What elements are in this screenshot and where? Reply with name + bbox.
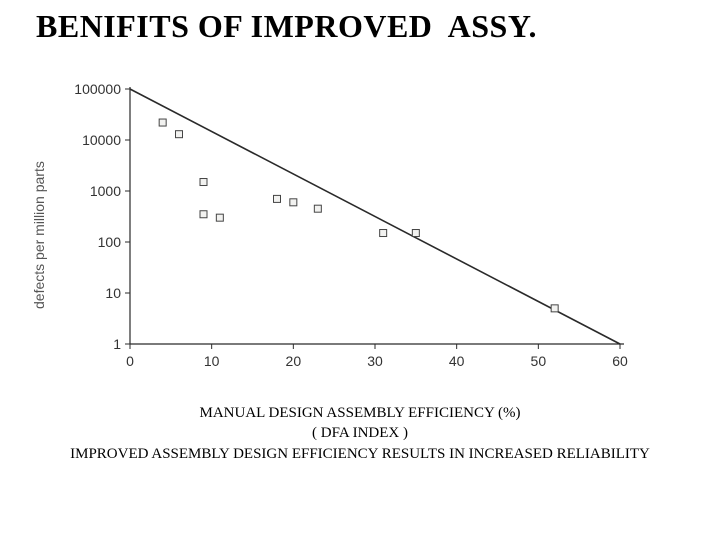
data-point: [314, 205, 321, 212]
x-tick-label: 30: [367, 353, 383, 369]
plot-bg: [70, 79, 630, 379]
scatter-chart: defects per million parts 01020304050601…: [70, 79, 630, 379]
caption-line-2: ( DFA INDEX ): [0, 423, 720, 443]
data-point: [216, 214, 223, 221]
data-point: [200, 211, 207, 218]
y-tick-label: 100000: [74, 81, 121, 97]
x-tick-label: 20: [286, 353, 302, 369]
page-title: BENIFITS OF IMPROVED ASSY.: [0, 8, 720, 45]
data-point: [551, 305, 558, 312]
data-point: [380, 230, 387, 237]
y-axis-label-text: defects per million parts: [31, 161, 47, 309]
data-point: [176, 131, 183, 138]
x-tick-label: 0: [126, 353, 134, 369]
y-tick-label: 1000: [90, 183, 121, 199]
page: BENIFITS OF IMPROVED ASSY. defects per m…: [0, 0, 720, 540]
x-tick-label: 40: [449, 353, 465, 369]
y-axis-label: defects per million parts: [31, 161, 49, 309]
data-point: [200, 179, 207, 186]
x-tick-label: 10: [204, 353, 220, 369]
x-tick-label: 60: [612, 353, 628, 369]
data-point: [290, 199, 297, 206]
y-tick-label: 10000: [82, 132, 121, 148]
data-point: [159, 119, 166, 126]
y-tick-label: 10: [105, 285, 121, 301]
caption-line-1: MANUAL DESIGN ASSEMBLY EFFICIENCY (%): [0, 403, 720, 423]
y-tick-label: 100: [98, 234, 122, 250]
caption-block: MANUAL DESIGN ASSEMBLY EFFICIENCY (%) ( …: [0, 403, 720, 464]
caption-line-3: IMPROVED ASSEMBLY DESIGN EFFICIENCY RESU…: [0, 444, 720, 464]
chart-svg: 0 10 20 30 40 50 60 1 10 100 1000 10000 100000: [70, 79, 630, 379]
data-point: [412, 230, 419, 237]
y-tick-label: 1: [113, 336, 121, 352]
x-tick-label: 50: [531, 353, 547, 369]
data-point: [274, 195, 281, 202]
